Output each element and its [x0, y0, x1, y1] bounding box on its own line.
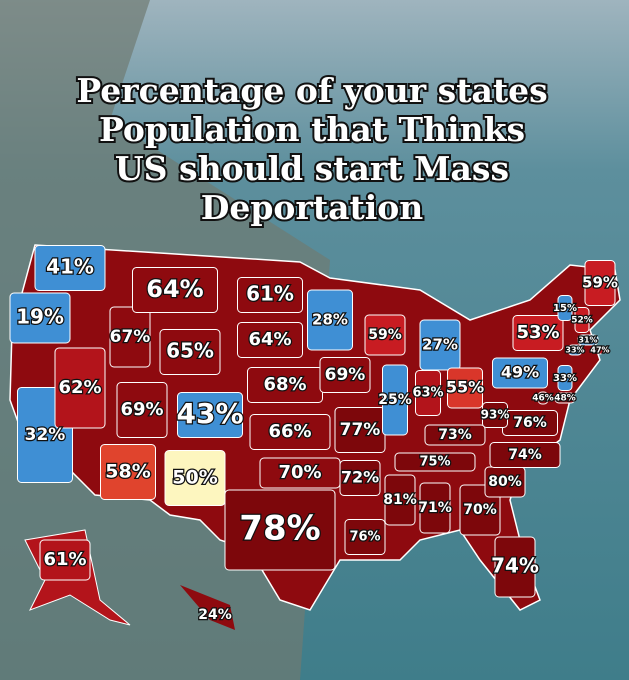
state-region [492, 357, 548, 389]
state-percentage: 58% [105, 461, 150, 483]
state-region [54, 347, 106, 429]
state-percentage: 69% [120, 399, 163, 420]
hawaii [180, 585, 235, 630]
state-region [164, 450, 226, 506]
state-percentage: 81% [383, 492, 417, 508]
state-percentage: 61% [43, 549, 86, 570]
state-region [9, 292, 71, 344]
state-region [132, 267, 218, 313]
state-percentage: 74% [491, 554, 539, 578]
state-region [419, 482, 451, 534]
state-percentage: 67% [110, 327, 151, 347]
title-line: Population that Thinks [99, 110, 525, 149]
state-percentage: 71% [418, 500, 452, 516]
state-percentage: 76% [513, 415, 547, 431]
state-region [482, 402, 508, 428]
state-percentage: 76% [349, 530, 380, 545]
state-region [159, 329, 221, 375]
state-percentage: 24% [198, 607, 232, 623]
state-region [574, 307, 590, 333]
state-percentage: 33% [565, 346, 584, 355]
state-region [512, 315, 564, 351]
state-region [237, 322, 303, 358]
state-percentage: 49% [501, 363, 539, 382]
state-region [177, 392, 243, 438]
state-percentage: 70% [278, 462, 321, 483]
state-percentage: 32% [25, 425, 66, 445]
state-region [419, 319, 461, 371]
state-percentage: 61% [246, 282, 294, 306]
state-region [109, 306, 151, 368]
state-percentage: 50% [172, 467, 217, 489]
state-percentage: 27% [422, 336, 458, 354]
state-region [319, 357, 371, 393]
state-percentage: 48% [554, 394, 576, 404]
title-line: Percentage of your states [76, 71, 547, 110]
state-percentage: 55% [446, 378, 484, 397]
state-region [39, 539, 91, 581]
state-percentage: 43% [176, 397, 243, 430]
state-percentage: 93% [481, 408, 510, 422]
state-region [415, 370, 441, 416]
state-percentage: 70% [463, 502, 497, 518]
state-region [489, 442, 561, 468]
state-percentage: 25% [378, 392, 412, 408]
state-region [447, 367, 483, 409]
state-percentage: 53% [516, 322, 559, 343]
state-region [307, 289, 353, 351]
state-region [382, 364, 408, 436]
state-percentage: 66% [268, 421, 311, 442]
title-line: Deportation [201, 188, 424, 227]
state-percentage: 46% [532, 394, 554, 404]
state-percentage: 64% [248, 329, 291, 350]
title-line: US should start Mass [115, 149, 509, 188]
state-percentage: 59% [368, 327, 402, 343]
state-region [339, 460, 381, 496]
state-percentage: 41% [46, 255, 94, 279]
state-percentage: 19% [16, 305, 64, 329]
state-region [34, 245, 106, 291]
state-percentage: 63% [412, 386, 443, 401]
state-percentage: 75% [419, 455, 450, 470]
state-percentage: 78% [239, 509, 320, 549]
state-region [557, 365, 573, 391]
state-percentage: 33% [553, 373, 577, 384]
state-region [100, 444, 156, 500]
state-region [494, 536, 536, 598]
state-region [584, 260, 616, 306]
state-percentage: 74% [508, 447, 542, 463]
state-percentage: 80% [488, 474, 522, 490]
state-region [557, 295, 573, 321]
state-region [577, 334, 599, 346]
state-region [424, 424, 486, 446]
state-region [595, 345, 605, 355]
state-percentage: 73% [438, 427, 472, 443]
state-percentage: 72% [341, 468, 379, 487]
state-region [344, 519, 386, 555]
state-percentage: 77% [340, 420, 381, 440]
state-percentage: 68% [263, 374, 306, 395]
state-percentage: 64% [146, 275, 203, 303]
state-percentage: 52% [571, 316, 593, 326]
state-region [384, 474, 416, 526]
state-percentage: 15% [553, 303, 577, 314]
state-region [249, 414, 331, 450]
state-region [567, 344, 583, 356]
state-region [394, 452, 476, 472]
state-percentage: 47% [590, 346, 609, 355]
state-region [537, 391, 549, 405]
state-region [554, 392, 576, 404]
state-region [237, 277, 303, 313]
state-percentage: 28% [312, 311, 348, 329]
state-region [116, 382, 168, 438]
state-percentage: 69% [325, 365, 366, 385]
state-percentage: 31% [578, 336, 597, 345]
state-percentage: 59% [582, 274, 618, 292]
state-percentage: 65% [166, 339, 214, 363]
state-percentage: 62% [58, 377, 101, 398]
state-region [224, 489, 336, 571]
state-region [364, 314, 406, 356]
